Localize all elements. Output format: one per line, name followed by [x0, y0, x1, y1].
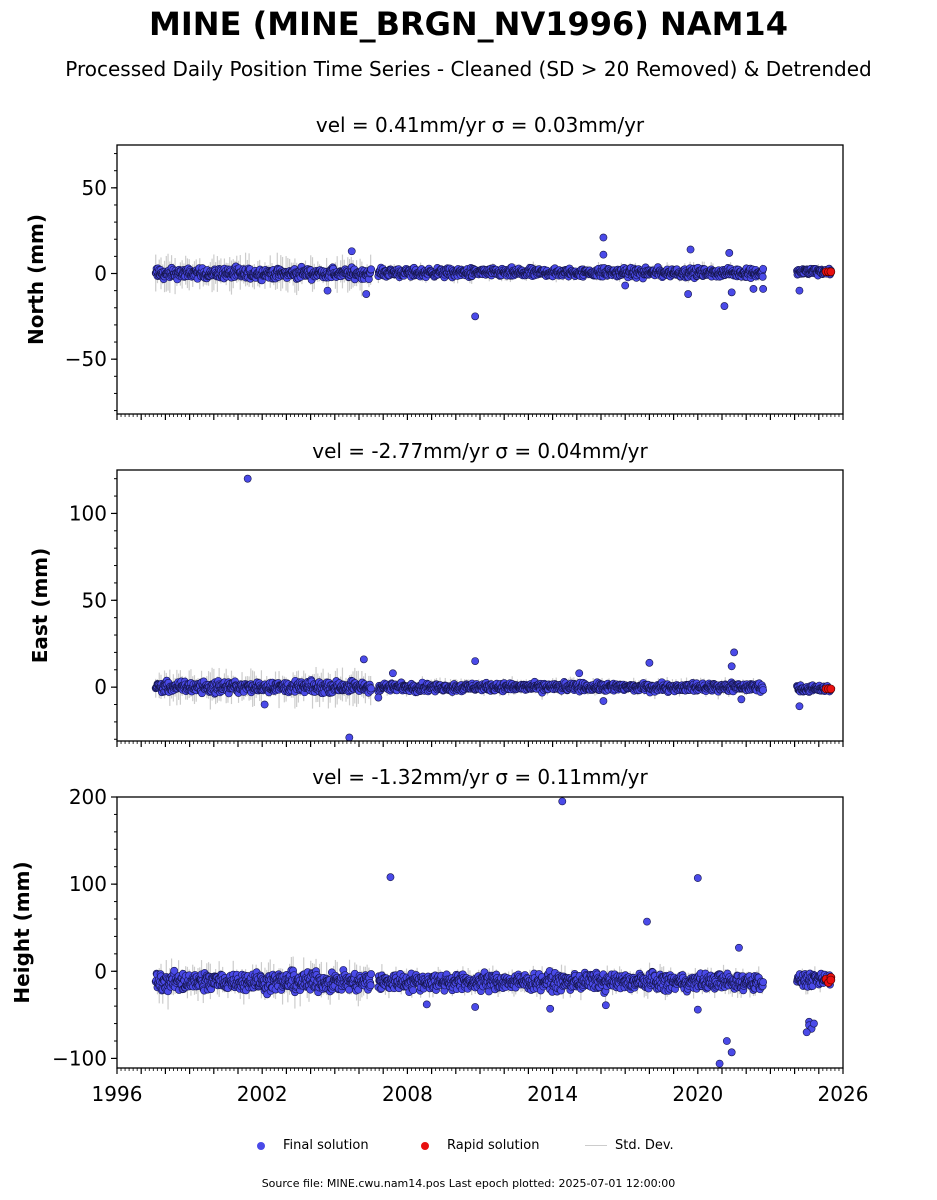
- outlier-point: [621, 281, 630, 290]
- outlier-point: [323, 286, 332, 295]
- y-tick-label: 100: [69, 501, 107, 525]
- final-solution-points: [151, 233, 836, 321]
- outlier-point: [686, 245, 695, 254]
- outlier-point: [795, 286, 804, 295]
- outlier-point: [737, 695, 746, 704]
- y-axis-label: Height (mm): [10, 861, 34, 1003]
- x-ticks: [116, 414, 844, 420]
- chart-title: MINE (MINE_BRGN_NV1996) NAM14: [149, 5, 788, 43]
- outlier-point: [260, 700, 269, 709]
- outlier-point: [720, 302, 729, 310]
- data-point: [759, 264, 768, 273]
- outlier-point: [599, 233, 608, 242]
- y-tick-label: 50: [82, 588, 107, 612]
- chart-subtitle: Processed Daily Position Time Series - C…: [65, 57, 872, 81]
- outlier-point: [727, 662, 736, 671]
- rapid-point: [826, 684, 836, 694]
- outlier-point: [645, 658, 654, 667]
- data-point: [367, 684, 375, 693]
- outlier-point: [684, 290, 693, 298]
- y-tick-label: 0: [94, 675, 107, 699]
- outlier-point: [725, 249, 734, 257]
- outlier-point: [362, 290, 371, 298]
- outlier-point: [730, 648, 738, 657]
- data-point: [409, 986, 418, 995]
- y-axis-label: East (mm): [28, 548, 52, 664]
- data-point: [367, 970, 375, 978]
- panel-title: vel = -1.32mm/yr σ = 0.11mm/yr: [312, 765, 648, 789]
- rapid-point: [826, 267, 836, 277]
- outlier-point: [374, 693, 383, 702]
- y-tick-label: 50: [82, 176, 107, 200]
- panel-title: vel = 0.41mm/yr σ = 0.03mm/yr: [316, 113, 645, 137]
- outlier-point: [795, 702, 804, 711]
- figure-canvas: vel = 0.41mm/yr σ = 0.03mm/yr North (mm) 5…: [10, 113, 868, 1106]
- data-point: [758, 272, 767, 281]
- panel-title: vel = -2.77mm/yr σ = 0.04mm/yr: [312, 439, 648, 463]
- outlier-point: [347, 247, 356, 256]
- outlier-point: [388, 669, 397, 678]
- outlier-point: [599, 250, 608, 259]
- outlier-point: [243, 474, 252, 483]
- data-point: [367, 265, 375, 274]
- y-axis-label: North (mm): [24, 214, 48, 345]
- outlier-point: [345, 733, 354, 742]
- outlier-point: [359, 655, 368, 664]
- data-point: [759, 686, 768, 694]
- outlier-point: [471, 657, 480, 665]
- outlier-point: [599, 697, 608, 705]
- outlier-point: [727, 288, 736, 297]
- final-solution-points: [151, 797, 836, 1068]
- x-ticks: [116, 741, 844, 747]
- outlier-point: [471, 312, 480, 321]
- data-point: [366, 981, 375, 990]
- outlier-point: [749, 285, 758, 293]
- y-tick-label: −50: [65, 347, 107, 371]
- y-tick-label: 0: [94, 262, 107, 286]
- outlier-point: [759, 285, 768, 293]
- outlier-point: [575, 669, 584, 678]
